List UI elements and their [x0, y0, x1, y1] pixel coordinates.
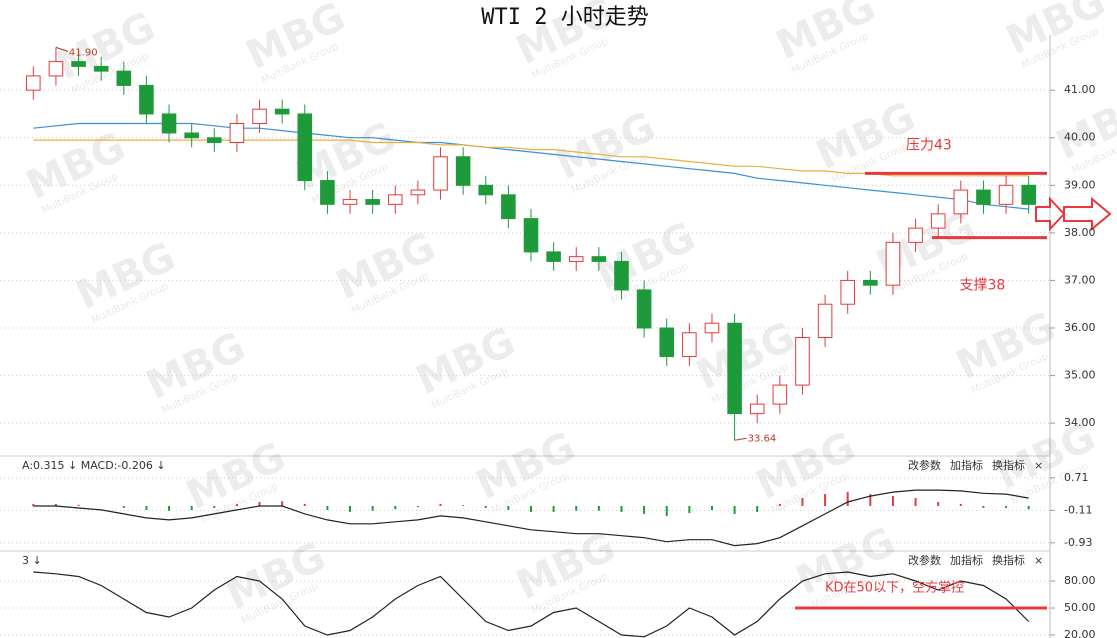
y-tick-label: 40.00: [1064, 131, 1096, 144]
y-tick-label: 36.00: [1064, 321, 1096, 334]
candle-body: [387, 194, 403, 205]
y-tick-label: -0.11: [1064, 503, 1092, 516]
indicator-line: [33, 571, 1030, 638]
candle-body: [433, 156, 448, 191]
candle-body: [568, 256, 584, 262]
chart-title: WTI 2 小时走势: [481, 5, 648, 30]
candle-body: [636, 289, 652, 329]
candle-body: [885, 241, 901, 286]
trend-arrow: [1035, 196, 1066, 232]
y-tick-label: 41.00: [1064, 83, 1096, 96]
indicator-button[interactable]: ×: [1034, 459, 1043, 472]
candle-body: [614, 260, 629, 291]
indicator-legend: 3 ↓: [22, 554, 42, 567]
candle-body: [817, 303, 833, 339]
y-tick-label: -0.93: [1064, 536, 1092, 549]
candle-body: [976, 189, 991, 205]
candle-body: [998, 184, 1014, 205]
candle-body: [523, 218, 539, 253]
candle-body: [546, 251, 561, 262]
candle-body: [184, 132, 199, 139]
candle-body: [840, 279, 855, 305]
level-label: 压力43: [906, 137, 952, 153]
high-label: 41.90: [69, 47, 98, 58]
candle-body: [749, 403, 765, 415]
y-tick-label: 39.00: [1064, 178, 1096, 191]
candle-body: [501, 194, 516, 220]
candle-body: [795, 337, 810, 386]
candle-body: [320, 180, 335, 205]
candle-body: [297, 113, 313, 182]
trend-arrow: [1063, 196, 1112, 232]
y-tick-label: 34.00: [1064, 416, 1096, 429]
indicator-line: [33, 139, 1029, 177]
indicator-button[interactable]: 换指标: [992, 458, 1025, 472]
candle-body: [455, 156, 471, 186]
candle-body: [953, 189, 969, 215]
indicator-legend: A:0.315 ↓ MACD:-0.206 ↓: [22, 459, 166, 472]
extreme-pointer: [734, 437, 747, 441]
candle-body: [229, 122, 245, 143]
candle-body: [93, 65, 109, 72]
candle-body: [682, 332, 697, 358]
candle-body: [161, 113, 177, 134]
candle-body: [704, 322, 720, 334]
y-tick-label: 37.00: [1064, 273, 1096, 286]
y-tick-label: 50.00: [1064, 601, 1096, 614]
indicator-button[interactable]: 加指标: [950, 553, 983, 567]
candle-body: [478, 184, 494, 196]
candle-body: [659, 327, 675, 358]
indicator-button[interactable]: 改参数: [908, 553, 941, 567]
y-tick-label: 35.00: [1064, 369, 1096, 382]
candle-body: [410, 189, 426, 196]
candle-body: [365, 199, 380, 205]
indicator-button[interactable]: 换指标: [992, 553, 1025, 567]
y-tick-label: 0.71: [1064, 471, 1089, 484]
candle-body: [252, 108, 267, 124]
indicator-line: [33, 122, 1029, 210]
candle-body: [863, 279, 878, 286]
candle-body: [591, 256, 607, 262]
indicator-button[interactable]: 加指标: [950, 458, 983, 472]
extreme-pointer: [55, 46, 69, 52]
level-label: KD在50以下，空方掌控: [825, 580, 964, 596]
candle-body: [274, 108, 290, 115]
candle-body: [139, 84, 154, 115]
candle-body: [1021, 184, 1036, 205]
indicator-button[interactable]: ×: [1034, 554, 1043, 567]
indicator-line: [33, 489, 1029, 547]
y-tick-label: 38.00: [1064, 226, 1096, 239]
candle-body: [930, 213, 946, 229]
candle-body: [71, 61, 86, 67]
level-label: 支撑38: [960, 278, 1006, 294]
candle-body: [342, 199, 358, 205]
candle-body: [26, 75, 41, 91]
low-label: 33.64: [748, 433, 777, 444]
y-tick-label: 80.00: [1064, 574, 1096, 587]
indicator-button[interactable]: 改参数: [908, 458, 941, 472]
candle-body: [908, 227, 923, 243]
y-tick-label: 20.00: [1064, 628, 1096, 638]
candle-body: [116, 70, 132, 86]
candle-body: [727, 322, 742, 415]
candle-body: [207, 137, 222, 143]
candle-body: [772, 384, 788, 405]
candle-body: [48, 61, 64, 77]
